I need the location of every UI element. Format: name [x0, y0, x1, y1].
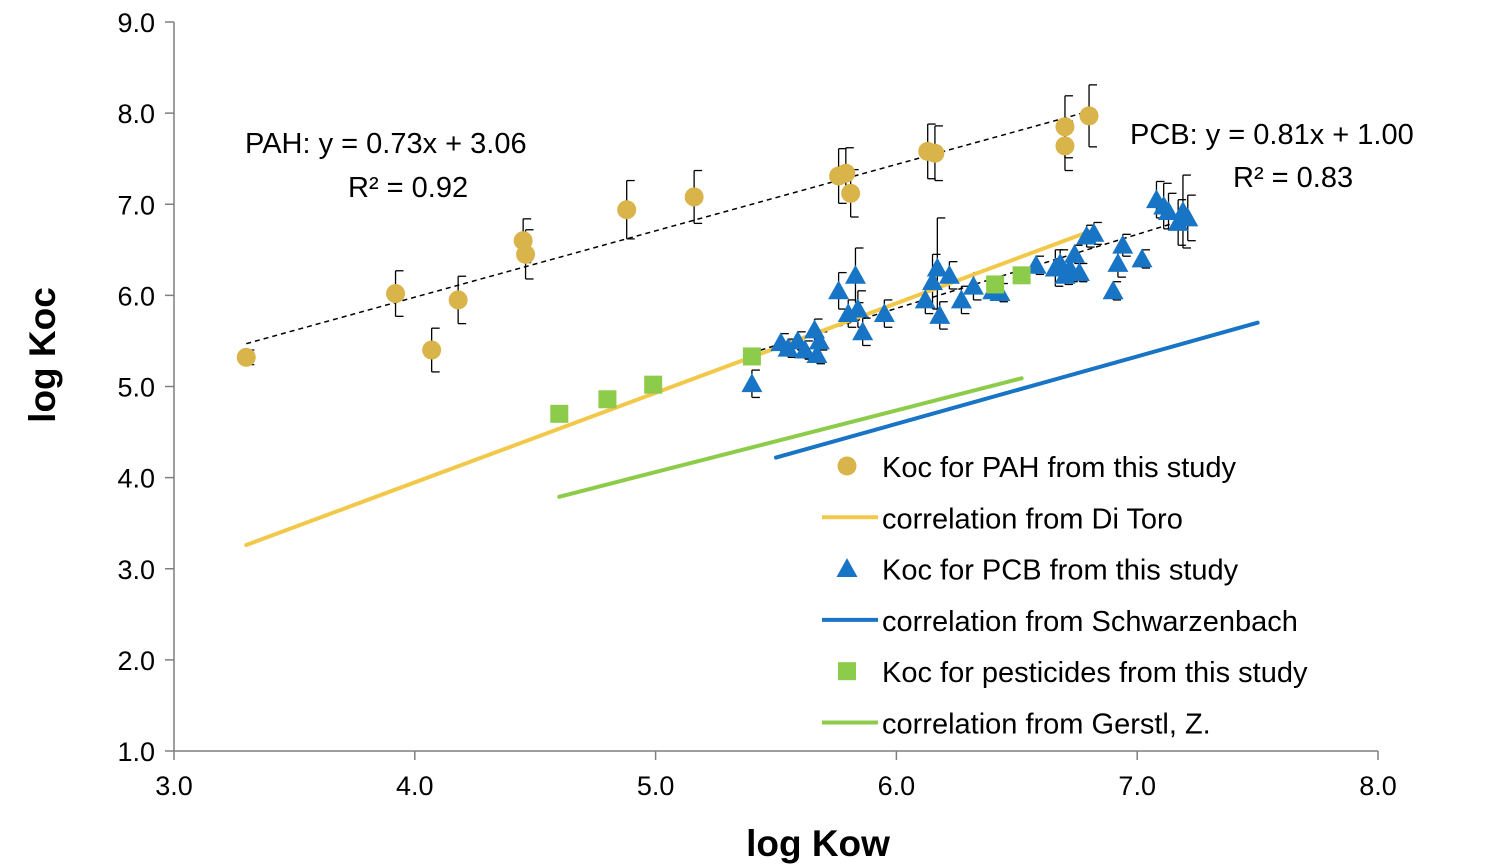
y-tick-label: 3.0 [117, 555, 155, 585]
data-point [806, 344, 828, 364]
data-point [1055, 117, 1075, 137]
data-point [386, 284, 406, 304]
legend-item: correlation from Schwarzenbach [822, 606, 1298, 638]
pcb-r-squared: R² = 0.83 [1233, 162, 1353, 194]
x-tick-label: 6.0 [878, 771, 916, 801]
data-point [986, 275, 1005, 294]
data-point [742, 347, 761, 366]
y-axis-title: log Koc [22, 287, 63, 423]
x-axis-title: log Kow [746, 823, 890, 864]
data-point [1055, 136, 1075, 156]
data-point [1131, 248, 1153, 268]
correlation-lines [244, 229, 1260, 548]
data-point [1064, 243, 1086, 263]
data-point [236, 347, 256, 367]
legend-item: correlation from Di Toro [822, 503, 1183, 535]
data-point [1177, 207, 1199, 227]
data-point [844, 264, 866, 284]
y-tick-label: 5.0 [117, 373, 155, 403]
data-point [1112, 234, 1134, 254]
legend-marker [836, 558, 858, 577]
data-point [1107, 252, 1129, 272]
legend-label: correlation from Di Toro [882, 503, 1183, 535]
y-tick-label: 2.0 [117, 646, 155, 676]
data-point [550, 404, 569, 423]
y-tick-label: 4.0 [117, 464, 155, 494]
legend-item: Koc for PAH from this study [837, 452, 1237, 484]
data-point [950, 289, 972, 309]
data-point [794, 339, 816, 359]
data-point [926, 257, 948, 277]
legend-item: Koc for PCB from this study [836, 555, 1239, 587]
data-point [962, 275, 984, 295]
data-point [422, 340, 442, 360]
legend-marker [838, 662, 856, 681]
data-point [922, 271, 944, 291]
tick-labels: 3.0 4.0 5.0 6.0 7.0 8.0 1.0 2.0 3.0 4.0 5.0 6.0 7.0 8… [117, 8, 1396, 801]
data-point [836, 163, 856, 183]
data-point [741, 373, 763, 393]
correlation-line [244, 229, 1092, 548]
data-point [448, 290, 468, 310]
pah-r-squared: R² = 0.92 [348, 172, 468, 204]
trendline [246, 110, 1090, 345]
data-point [1102, 280, 1124, 300]
legend: Koc for PAH from this study correlation f… [822, 452, 1308, 741]
y-tick-label: 9.0 [117, 8, 155, 38]
data-point [598, 390, 617, 409]
correlation-line [774, 320, 1260, 460]
data-point [617, 200, 637, 220]
y-tick-label: 6.0 [117, 281, 155, 311]
data-point [847, 298, 869, 318]
data-point [873, 303, 895, 322]
data-point [684, 187, 704, 207]
y-tick-label: 1.0 [117, 737, 155, 767]
legend-marker [837, 456, 857, 476]
data-point [1079, 106, 1099, 126]
x-tick-label: 3.0 [155, 771, 193, 801]
legend-label: correlation from Gerstl, Z. [882, 709, 1211, 741]
legend-item: Koc for pesticides from this study [838, 657, 1308, 689]
data-points [236, 106, 1199, 423]
x-tick-label: 5.0 [637, 771, 675, 801]
data-point [914, 289, 936, 309]
data-point [1083, 222, 1105, 242]
legend-item: correlation from Gerstl, Z. [822, 709, 1211, 741]
data-point [1068, 262, 1090, 281]
data-point [1012, 266, 1031, 285]
y-tick-label: 7.0 [117, 190, 155, 220]
y-tick-label: 8.0 [117, 99, 155, 129]
data-point [938, 264, 960, 284]
data-point [516, 244, 536, 264]
x-tick-label: 7.0 [1118, 771, 1156, 801]
data-point [841, 183, 861, 203]
legend-label: Koc for PAH from this study [882, 452, 1237, 484]
data-point [1158, 201, 1180, 220]
data-point [828, 280, 850, 300]
x-tick-label: 4.0 [396, 771, 434, 801]
pcb-equation: PCB: y = 0.81x + 1.00 [1130, 119, 1414, 151]
data-point [1025, 254, 1047, 274]
data-point [777, 337, 799, 357]
pah-equation: PAH: y = 0.73x + 3.06 [245, 128, 527, 160]
data-point [929, 304, 951, 324]
legend-label: correlation from Schwarzenbach [882, 606, 1298, 638]
data-point [852, 321, 874, 341]
correlation-line [557, 376, 1024, 499]
x-tick-label: 8.0 [1359, 771, 1397, 801]
data-point [644, 375, 663, 394]
axes [165, 21, 1379, 760]
data-point [925, 143, 945, 163]
legend-label: Koc for pesticides from this study [882, 657, 1308, 689]
legend-label: Koc for PCB from this study [882, 555, 1239, 587]
data-point [808, 330, 830, 350]
